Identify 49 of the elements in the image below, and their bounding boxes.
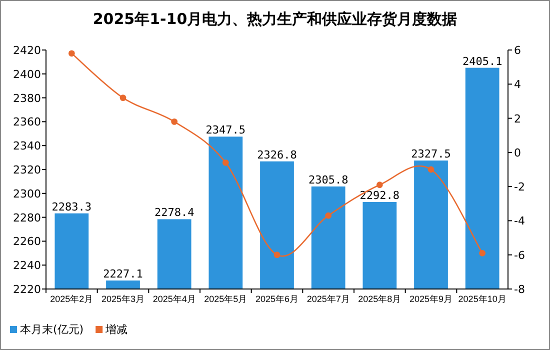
legend-label: 本月末(亿元) [20,323,84,336]
point [222,159,229,166]
y2-tick-label: 6 [514,44,521,57]
y-tick-label: 2240 [13,259,41,272]
data-label: 2283.3 [52,200,92,214]
data-label: 2327.5 [411,148,451,161]
y2-tick-label: -2 [514,180,525,194]
data-label: 2405.1 [462,54,502,68]
x-tick-label: 2025年9月 [409,294,453,304]
point [428,166,434,173]
y-tick-label: 2340 [13,140,41,153]
y-tick-label: 2300 [13,187,41,200]
y2-tick-label: -4 [514,214,525,228]
y2-tick-label: 0 [514,146,521,160]
data-label: 2347.5 [206,124,246,137]
data-label: 2227.1 [103,268,143,281]
y-tick-label: 2360 [13,116,41,129]
x-tick-label: 2025年8月 [358,294,402,304]
y-tick-label: 2400 [13,68,41,81]
y2-tick-label: -6 [514,248,525,262]
y-tick-label: 2220 [13,283,41,296]
point [274,252,280,258]
x-tick-label: 2025年3月 [101,294,145,304]
data-label: 2292.8 [360,189,400,202]
x-tick-label: 2025年5月 [204,294,248,304]
y-tick-label: 2260 [13,235,41,248]
x-tick-label: 2025年10月 [458,294,506,304]
legend-label: 增减 [104,323,128,336]
data-label: 2305.8 [308,173,348,186]
x-tick-label: 2025年6月 [255,294,299,304]
point [479,250,486,256]
x-tick-label: 2025年2月 [50,294,94,304]
data-label: 2278.4 [154,206,195,220]
point [376,182,383,188]
chart-title: 2025年1-10月电力、热力生产和供应业存货月度数据 [92,10,458,28]
point [68,50,75,57]
data-label: 2326.8 [257,148,297,162]
y-tick-label: 2320 [13,164,41,176]
point [171,118,178,125]
y-tick-label: 2420 [13,44,41,57]
y-tick-label: 2280 [13,211,41,224]
y2-tick-label: 4 [514,78,521,92]
x-tick-label: 2025年4月 [152,294,196,304]
y2-tick-label: -8 [514,283,525,296]
point [120,94,126,101]
y2-tick-label: 2 [514,112,521,126]
x-tick-label: 2025年7月 [306,294,350,304]
y-tick-label: 2380 [13,92,41,105]
point [325,212,332,219]
